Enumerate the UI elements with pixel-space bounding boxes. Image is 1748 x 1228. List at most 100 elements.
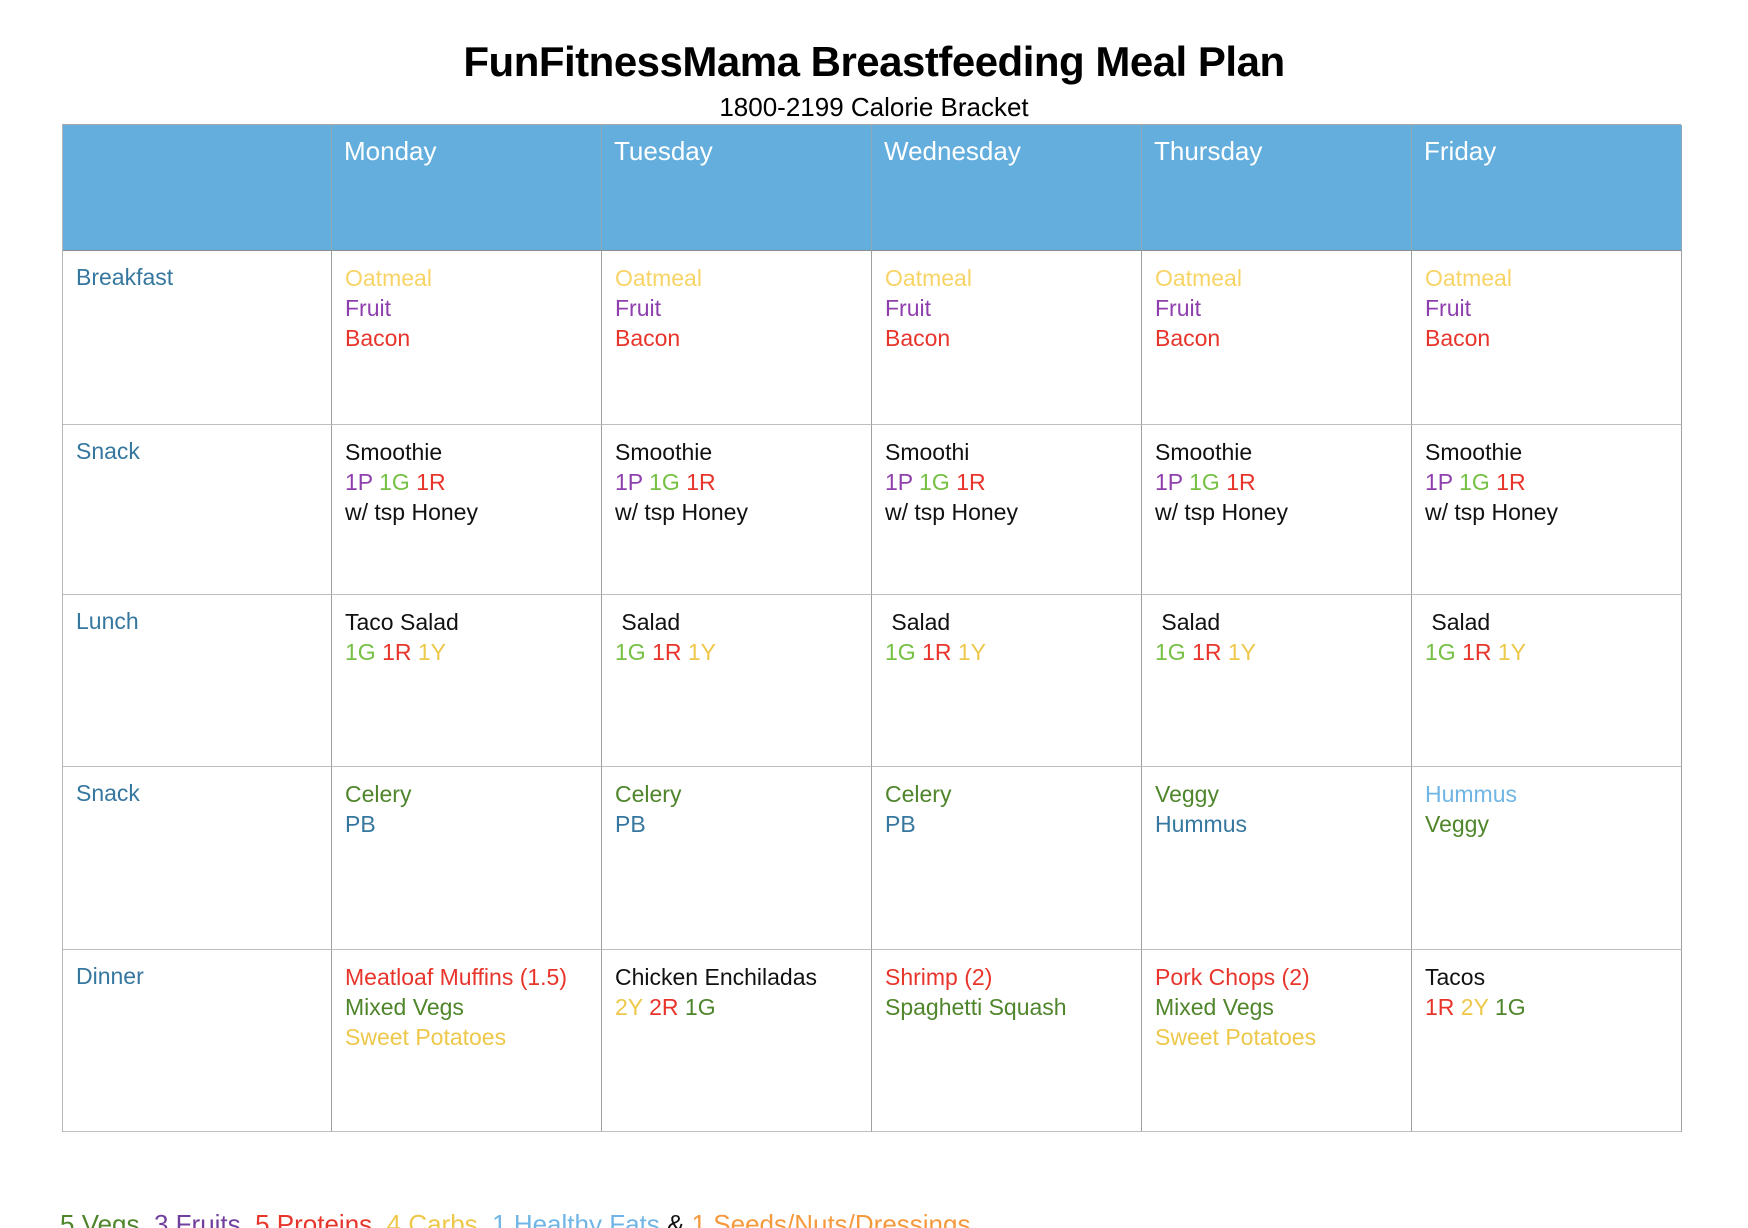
- text-segment: Salad: [1155, 609, 1221, 635]
- meal-line: 1P 1G 1R: [1425, 467, 1681, 497]
- text-segment: Fruit: [1425, 295, 1471, 321]
- text-segment: Smoothie: [615, 439, 713, 465]
- text-segment: w/ tsp Honey: [345, 499, 478, 525]
- text-segment: Bacon: [1155, 325, 1221, 351]
- meal-line: 1P 1G 1R: [1155, 467, 1411, 497]
- text-segment: 1Y: [957, 639, 987, 665]
- text-segment: w/ tsp Honey: [1155, 499, 1288, 525]
- row-label-snack-pm: Snack: [63, 767, 332, 950]
- meal-line: 1G 1R 1Y: [1155, 637, 1411, 667]
- cell-snack-am-friday: Smoothie 1P 1G 1R w/ tsp Honey: [1412, 425, 1682, 595]
- meal-line: Mixed Vegs: [1155, 992, 1411, 1022]
- text-segment: Salad: [615, 609, 681, 635]
- meal-line: Mixed Vegs: [345, 992, 601, 1022]
- text-segment: 1P: [1425, 469, 1460, 495]
- text-segment: Pork Chops (2): [1155, 964, 1310, 990]
- text-segment: 1G: [919, 469, 957, 495]
- text-segment: 1P: [615, 469, 650, 495]
- meal-line: Salad: [1155, 607, 1411, 637]
- legend: 5 Vegs, 3 Fruits, 5 Proteins, 4 Carbs, 1…: [60, 1142, 970, 1228]
- text-segment: 1Y: [687, 639, 717, 665]
- day-header-friday: Friday: [1412, 125, 1682, 251]
- meal-line: Smoothi: [885, 437, 1141, 467]
- text-segment: 1G: [615, 639, 653, 665]
- text-segment: Fruit: [885, 295, 931, 321]
- meal-line: Pork Chops (2): [1155, 962, 1411, 992]
- text-segment: &: [659, 1209, 692, 1228]
- text-segment: 1R: [1496, 469, 1526, 495]
- text-segment: Bacon: [615, 325, 681, 351]
- text-segment: 1G: [1494, 994, 1526, 1020]
- meal-line: Oatmeal: [885, 263, 1141, 293]
- cell-breakfast-monday: Oatmeal Fruit Bacon: [332, 251, 602, 425]
- text-segment: w/ tsp Honey: [615, 499, 748, 525]
- cell-dinner-wednesday: Shrimp (2) Spaghetti Squash: [872, 950, 1142, 1132]
- meal-line: Celery: [885, 779, 1141, 809]
- meal-line: Hummus: [1155, 809, 1411, 839]
- cell-dinner-thursday: Pork Chops (2) Mixed Vegs Sweet Potatoes: [1142, 950, 1412, 1132]
- text-segment: Oatmeal: [1155, 265, 1242, 291]
- meal-line: Fruit: [345, 293, 601, 323]
- meal-line: Salad: [615, 607, 871, 637]
- meal-line: Fruit: [1425, 293, 1681, 323]
- meal-line: Bacon: [1155, 323, 1411, 353]
- text-segment: Fruit: [615, 295, 661, 321]
- text-segment: Celery: [885, 781, 952, 807]
- cell-lunch-monday: Taco Salad 1G 1R 1Y: [332, 595, 602, 767]
- meal-line: 1G 1R 1Y: [1425, 637, 1681, 667]
- text-segment: Oatmeal: [345, 265, 432, 291]
- cell-snack-pm-friday: Hummus Veggy: [1412, 767, 1682, 950]
- cell-breakfast-friday: Oatmeal Fruit Bacon: [1412, 251, 1682, 425]
- cell-breakfast-thursday: Oatmeal Fruit Bacon: [1142, 251, 1412, 425]
- text-segment: 1G: [684, 994, 716, 1020]
- text-segment: Taco Salad: [345, 609, 459, 635]
- meal-line: Oatmeal: [1155, 263, 1411, 293]
- page-title: FunFitnessMama Breastfeeding Meal Plan: [463, 38, 1285, 85]
- meal-line: w/ tsp Honey: [1155, 497, 1411, 527]
- text-segment: 1G: [345, 639, 383, 665]
- cell-snack-pm-tuesday: Celery PB: [602, 767, 872, 950]
- text-segment: 1G: [649, 469, 687, 495]
- text-segment: Hummus: [1155, 811, 1248, 837]
- meal-line: Bacon: [1425, 323, 1681, 353]
- cell-breakfast-wednesday: Oatmeal Fruit Bacon: [872, 251, 1142, 425]
- text-segment: w/ tsp Honey: [885, 499, 1018, 525]
- cell-breakfast-tuesday: Oatmeal Fruit Bacon: [602, 251, 872, 425]
- meal-line: Oatmeal: [1425, 263, 1681, 293]
- cell-lunch-wednesday: Salad 1G 1R 1Y: [872, 595, 1142, 767]
- meal-line: Meatloaf Muffins (1.5): [345, 962, 601, 992]
- text-segment: 1G: [379, 469, 417, 495]
- page-subtitle: 1800-2199 Calorie Bracket: [719, 92, 1029, 122]
- meal-line: 1P 1G 1R: [615, 467, 871, 497]
- text-segment: Smoothie: [345, 439, 443, 465]
- text-segment: Smoothi: [885, 439, 970, 465]
- text-segment: 1R: [1226, 469, 1256, 495]
- text-segment: w/ tsp Honey: [1425, 499, 1558, 525]
- meal-line: Shrimp (2): [885, 962, 1141, 992]
- text-segment: 1G: [1459, 469, 1497, 495]
- text-segment: 4 Carbs: [386, 1209, 478, 1228]
- text-segment: 2Y: [615, 994, 650, 1020]
- meal-line: Smoothie: [1155, 437, 1411, 467]
- cell-snack-am-wednesday: Smoothi 1P 1G 1R w/ tsp Honey: [872, 425, 1142, 595]
- text-segment: 1R: [956, 469, 986, 495]
- meal-line: Bacon: [615, 323, 871, 353]
- meal-line: Fruit: [1155, 293, 1411, 323]
- text-segment: Salad: [885, 609, 951, 635]
- cell-dinner-tuesday: Chicken Enchiladas 2Y 2R 1G: [602, 950, 872, 1132]
- cell-dinner-monday: Meatloaf Muffins (1.5) Mixed Vegs Sweet Po…: [332, 950, 602, 1132]
- text-segment: Fruit: [345, 295, 391, 321]
- meal-line: Bacon: [345, 323, 601, 353]
- meal-line: Smoothie: [615, 437, 871, 467]
- text-segment: 1R: [1192, 639, 1228, 665]
- text-segment: ,: [477, 1209, 493, 1228]
- text-segment: ,: [240, 1209, 256, 1228]
- text-segment: Hummus: [1425, 781, 1518, 807]
- text-segment: Salad: [1425, 609, 1491, 635]
- text-segment: 1Y: [417, 639, 447, 665]
- meal-line: Sweet Potatoes: [345, 1022, 601, 1052]
- text-segment: PB: [885, 811, 916, 837]
- meal-line: PB: [615, 809, 871, 839]
- text-segment: Tacos: [1425, 964, 1486, 990]
